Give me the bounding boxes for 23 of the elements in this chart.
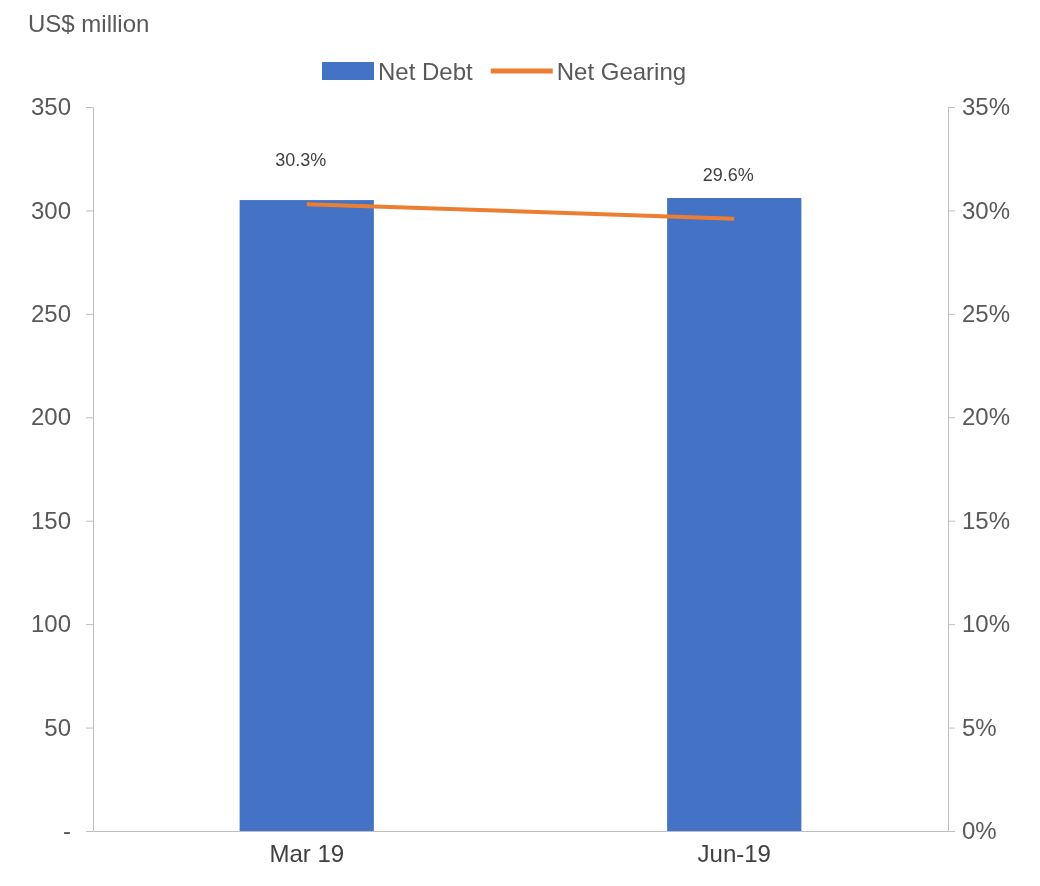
legend-label: Net Gearing bbox=[556, 58, 687, 85]
y-tick-label: 200 bbox=[30, 403, 71, 431]
y-tick-label: 100 bbox=[30, 610, 71, 638]
x-tick-label: Mar 19 bbox=[269, 840, 345, 867]
y2-tick-label: 35% bbox=[962, 93, 1011, 121]
y-tick-label: 300 bbox=[30, 196, 71, 224]
y2-tick-label: 20% bbox=[962, 403, 1011, 431]
y-tick-label: 50 bbox=[44, 713, 71, 741]
y-tick-label: - bbox=[63, 817, 71, 845]
legend-label: Net Debt bbox=[378, 58, 474, 85]
y2-tick-label: 30% bbox=[962, 196, 1011, 224]
y2-tick-label: 15% bbox=[962, 506, 1011, 534]
y-tick-label: 150 bbox=[30, 506, 71, 534]
y-tick-label: 350 bbox=[30, 93, 71, 121]
y2-tick-label: 0% bbox=[962, 817, 997, 845]
y-axis-title: US$ million bbox=[28, 10, 150, 37]
data-label: 29.6% bbox=[702, 164, 754, 185]
y2-tick-label: 5% bbox=[962, 713, 997, 741]
data-label: 30.3% bbox=[275, 150, 327, 171]
y2-tick-label: 25% bbox=[962, 300, 1011, 328]
y2-tick-label: 10% bbox=[962, 610, 1011, 638]
y-tick-label: 250 bbox=[30, 300, 71, 328]
x-tick-label: Jun-19 bbox=[697, 840, 771, 867]
